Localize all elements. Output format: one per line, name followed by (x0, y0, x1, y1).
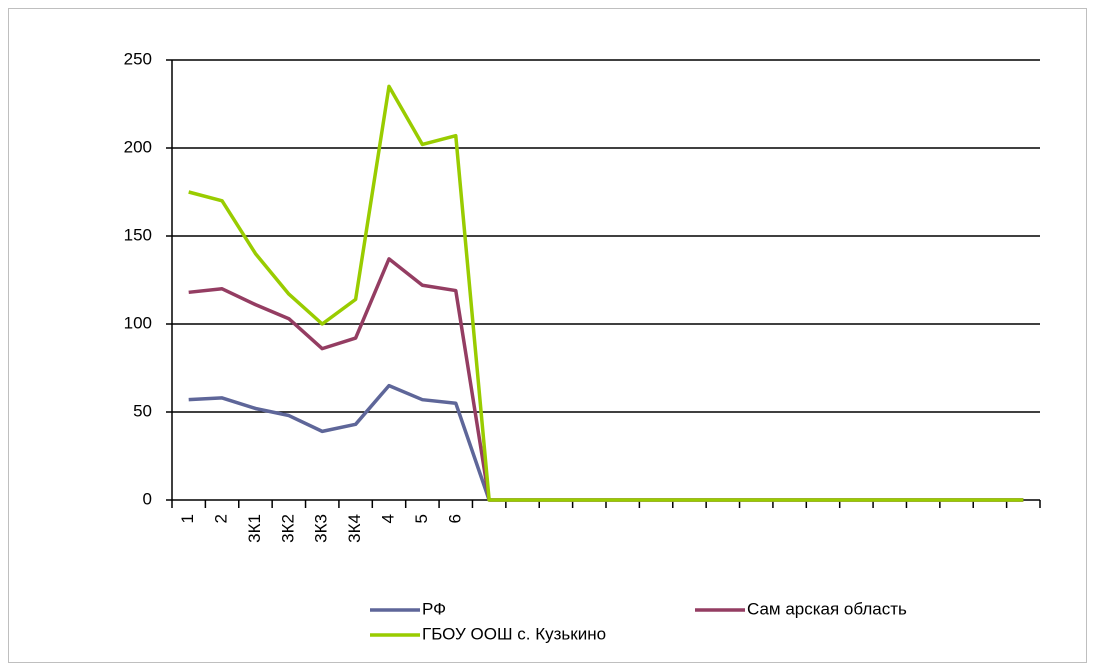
x-tick-label: 2 (212, 514, 231, 523)
x-tick-label: 4 (378, 514, 397, 523)
y-tick-label: 0 (143, 489, 152, 508)
y-tick-label: 200 (124, 137, 152, 156)
chart-frame (8, 8, 1087, 663)
x-tick-label: 1 (178, 514, 197, 523)
legend-label: РФ (422, 599, 446, 618)
y-tick-label: 250 (124, 49, 152, 68)
legend-label: Сам арская область (747, 599, 907, 618)
x-tick-label: 3К1 (245, 514, 264, 543)
series-line (188, 84, 1024, 502)
y-tick-label: 50 (133, 401, 152, 420)
x-tick-label: 3К4 (345, 514, 364, 543)
x-tick-label: 3К2 (278, 514, 297, 543)
x-tick-label: 3К3 (312, 514, 331, 543)
legend-label: ГБОУ ООШ с. Кузькино (422, 624, 606, 643)
y-tick-label: 100 (124, 313, 152, 332)
x-tick-label: 6 (445, 514, 464, 523)
x-tick-label: 5 (412, 514, 431, 523)
y-tick-label: 150 (124, 225, 152, 244)
